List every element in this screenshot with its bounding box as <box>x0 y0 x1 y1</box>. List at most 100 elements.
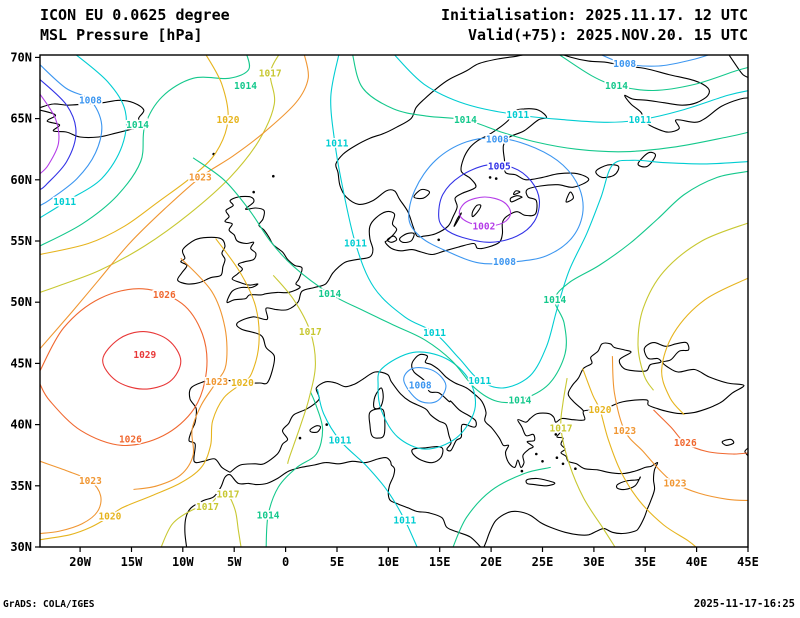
coastlines-layer <box>40 55 748 547</box>
contour-label: 1023 <box>79 476 102 487</box>
isobar-1017 <box>637 222 748 391</box>
contour-label: 1020 <box>589 405 612 416</box>
isobar-1011 <box>377 351 477 450</box>
lon-tick-label: 15E <box>429 555 451 569</box>
init-time: Initialisation: 2025.11.17. 12 UTC <box>440 6 748 24</box>
contour-label: 1011 <box>53 197 76 208</box>
lon-tick-label: 30E <box>583 555 605 569</box>
contour-label: 1017 <box>196 502 219 513</box>
isobar-1008 <box>403 367 447 404</box>
axes-layer: 70N 65N 60N 55N 50N 45N 40N 35N 30N 20W 15W 10W 5W 0 5… <box>10 50 759 569</box>
isobar-contours-layer <box>40 55 748 547</box>
isobar-1011 <box>393 55 748 123</box>
lat-tick-label: 30N <box>10 540 32 554</box>
contour-label: 1011 <box>344 239 367 250</box>
lon-tick-label: 5W <box>227 555 242 569</box>
contour-label: 1020 <box>231 378 254 389</box>
isobar-1023 <box>40 55 310 350</box>
isobar-1029 <box>102 331 182 390</box>
lat-tick-label: 45N <box>10 356 32 370</box>
contour-label: 1011 <box>423 328 446 339</box>
lat-tick-label: 35N <box>10 479 32 493</box>
contour-labels-layer: 1008101410111014101710201023102610291026… <box>52 57 699 527</box>
isobar-1014 <box>352 55 748 153</box>
isobar-1014 <box>558 55 748 92</box>
contour-label: 1014 <box>508 395 531 406</box>
isobar-1023 <box>611 356 748 502</box>
contour-label: 1011 <box>393 515 416 526</box>
contour-label: 1026 <box>119 435 142 446</box>
isobar-1014 <box>265 391 324 547</box>
isobar-1017 <box>40 55 280 293</box>
contour-label: 1014 <box>126 120 149 131</box>
contour-label: 1014 <box>605 81 628 92</box>
contour-label: 1002 <box>472 222 495 233</box>
lon-tick-label: 10W <box>172 555 194 569</box>
lon-tick-label: 25E <box>532 555 554 569</box>
isobar-1017 <box>272 274 316 464</box>
lon-tick-label: 20E <box>480 555 502 569</box>
contour-label: 1011 <box>468 376 491 387</box>
lon-tick-label: 5E <box>330 555 344 569</box>
lon-tick-label: 35E <box>634 555 656 569</box>
contour-label: 1023 <box>205 377 228 388</box>
contour-label: 1026 <box>153 290 176 301</box>
contour-label: 1017 <box>299 327 322 338</box>
field-title: MSL Pressure [hPa] <box>40 26 203 44</box>
contour-label: 1005 <box>488 162 511 173</box>
contour-label: 1014 <box>318 289 341 300</box>
isobar-1017 <box>160 490 242 547</box>
contour-label: 1023 <box>613 426 636 437</box>
isobar-1020 <box>582 368 697 547</box>
lat-tick-label: 60N <box>10 173 32 187</box>
lon-tick-label: 10E <box>377 555 399 569</box>
contour-label: 1008 <box>486 135 509 146</box>
lat-tick-label: 70N <box>10 50 32 64</box>
contour-label: 1017 <box>550 424 573 435</box>
isobar-1008 <box>600 55 711 67</box>
contour-label: 1014 <box>454 115 477 126</box>
header-right: Initialisation: 2025.11.17. 12 UTC Valid… <box>441 5 748 45</box>
contour-label: 1023 <box>189 173 212 184</box>
isobar-1005 <box>438 163 541 243</box>
isobar-1011 <box>40 55 127 219</box>
contour-label: 1008 <box>613 59 636 70</box>
isobar-1020 <box>40 238 260 541</box>
isobar-1026 <box>653 409 748 455</box>
lon-tick-label: 15W <box>121 555 143 569</box>
render-timestamp: 2025-11-17-16:25 <box>693 598 795 610</box>
contour-label: 1008 <box>493 257 516 268</box>
contour-label: 1011 <box>506 110 529 121</box>
isobar-1002 <box>40 93 60 175</box>
contour-label: 1011 <box>326 138 349 149</box>
contour-label: 1011 <box>629 115 652 126</box>
isobar-1020 <box>661 277 748 416</box>
lon-tick-label: 40E <box>686 555 708 569</box>
isobar-1017 <box>560 378 616 547</box>
lat-tick-label: 50N <box>10 295 32 309</box>
model-title: ICON EU 0.0625 degree <box>40 6 230 24</box>
lon-tick-label: 20W <box>69 555 91 569</box>
isobar-1008 <box>40 64 103 206</box>
isobar-1014 <box>452 466 551 547</box>
isobar-1014 <box>192 157 748 404</box>
isobar-1002 <box>458 196 512 227</box>
lon-tick-label: 45E <box>737 555 759 569</box>
isobar-1014 <box>40 55 251 247</box>
isobar-1026 <box>40 288 208 447</box>
isobar-1005 <box>40 79 77 191</box>
contour-label: 1014 <box>543 295 566 306</box>
contour-label: 1014 <box>234 81 257 92</box>
contour-label: 1011 <box>329 436 352 447</box>
contour-label: 1017 <box>259 69 282 80</box>
contour-label: 1020 <box>98 512 121 523</box>
contour-label: 1020 <box>217 115 240 126</box>
isobar-1011 <box>330 55 748 389</box>
grads-credit: GrADS: COLA/IGES <box>3 599 95 610</box>
isobar-1011 <box>316 388 418 547</box>
contour-label: 1029 <box>133 350 156 361</box>
valid-time: Valid(+75): 2025.NOV.20. 15 UTC <box>468 26 748 44</box>
lat-tick-label: 40N <box>10 418 32 432</box>
